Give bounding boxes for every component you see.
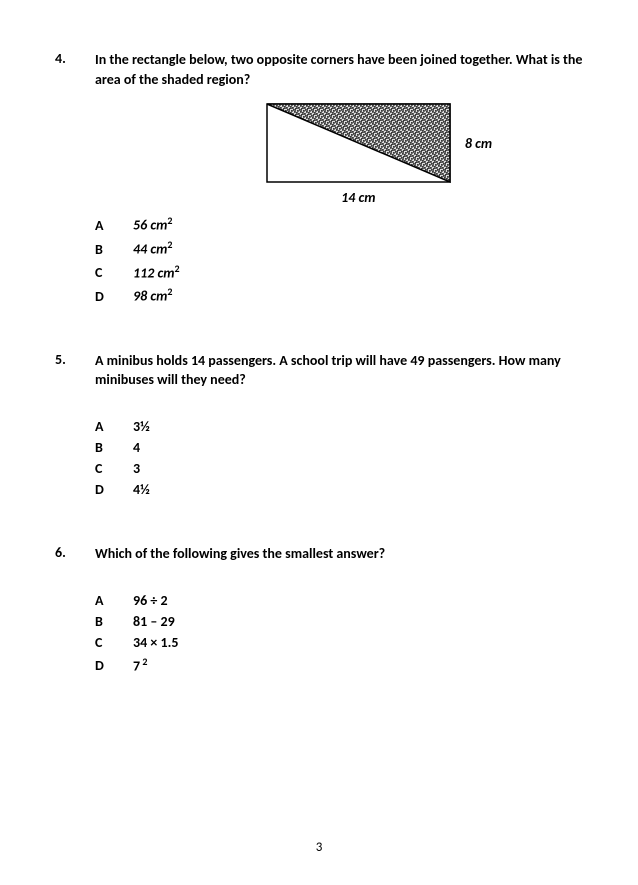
option: B44 cm2 xyxy=(95,238,583,258)
question-body: In the rectangle below, two opposite cor… xyxy=(95,50,583,309)
worksheet-page: 4.In the rectangle below, two opposite c… xyxy=(0,0,638,885)
option-letter: B xyxy=(95,439,133,456)
rectangle-figure xyxy=(266,103,451,183)
option: B4 xyxy=(95,439,583,456)
option-value: 3 xyxy=(133,460,140,477)
option-letter: D xyxy=(95,288,133,305)
option-letter: D xyxy=(95,657,133,674)
option-value: 34 × 1.5 xyxy=(133,634,178,651)
option-letter: C xyxy=(95,460,133,477)
option: D4½ xyxy=(95,481,583,498)
question-text: Which of the following gives the smalles… xyxy=(95,544,583,564)
option: D98 cm2 xyxy=(95,285,583,305)
option-value: 81 – 29 xyxy=(133,613,175,630)
figure-bottom-label: 14 cm xyxy=(341,189,375,206)
option-letter: C xyxy=(95,634,133,651)
option: C3 xyxy=(95,460,583,477)
option-letter: B xyxy=(95,241,133,258)
option: B81 – 29 xyxy=(95,613,583,630)
option-value: 44 cm2 xyxy=(133,238,172,258)
option-value: 96 ÷ 2 xyxy=(133,592,168,609)
question-number: 5. xyxy=(55,351,95,502)
page-number: 3 xyxy=(0,840,638,855)
question-number: 6. xyxy=(55,544,95,678)
option-letter: A xyxy=(95,217,133,234)
option-letter: C xyxy=(95,264,133,281)
option: A3½ xyxy=(95,418,583,435)
option-letter: A xyxy=(95,418,133,435)
option: C112 cm2 xyxy=(95,262,583,282)
option-value: 3½ xyxy=(133,418,150,435)
question-body: Which of the following gives the smalles… xyxy=(95,544,583,678)
option-value: 98 cm2 xyxy=(133,285,172,305)
figure-row: 14 cm 8 cm xyxy=(175,103,583,206)
questions-container: 4.In the rectangle below, two opposite c… xyxy=(55,50,583,678)
option-letter: B xyxy=(95,613,133,630)
option: A56 cm2 xyxy=(95,214,583,234)
option-letter: A xyxy=(95,592,133,609)
option-value: 4½ xyxy=(133,481,150,498)
figure-wrap: 14 cm xyxy=(266,103,451,206)
option-letter: D xyxy=(95,481,133,498)
option-value: 112 cm2 xyxy=(133,262,180,282)
question: 4.In the rectangle below, two opposite c… xyxy=(55,50,583,309)
options-list: A56 cm2B44 cm2C112 cm2D98 cm2 xyxy=(95,214,583,305)
question: 5.A minibus holds 14 passengers. A schoo… xyxy=(55,351,583,502)
question-body: A minibus holds 14 passengers. A school … xyxy=(95,351,583,502)
figure-right-label: 8 cm xyxy=(465,135,492,152)
options-list: A96 ÷ 2B81 – 29C34 × 1.5D7 2 xyxy=(95,592,583,675)
option-value: 4 xyxy=(133,439,140,456)
question-number: 4. xyxy=(55,50,95,309)
option: D7 2 xyxy=(95,655,583,675)
question-text: In the rectangle below, two opposite cor… xyxy=(95,50,583,89)
option-value: 7 2 xyxy=(133,655,147,675)
option: C34 × 1.5 xyxy=(95,634,583,651)
option: A96 ÷ 2 xyxy=(95,592,583,609)
option-value: 56 cm2 xyxy=(133,214,172,234)
question: 6.Which of the following gives the small… xyxy=(55,544,583,678)
question-text: A minibus holds 14 passengers. A school … xyxy=(95,351,583,390)
options-list: A3½B4C3D4½ xyxy=(95,418,583,498)
